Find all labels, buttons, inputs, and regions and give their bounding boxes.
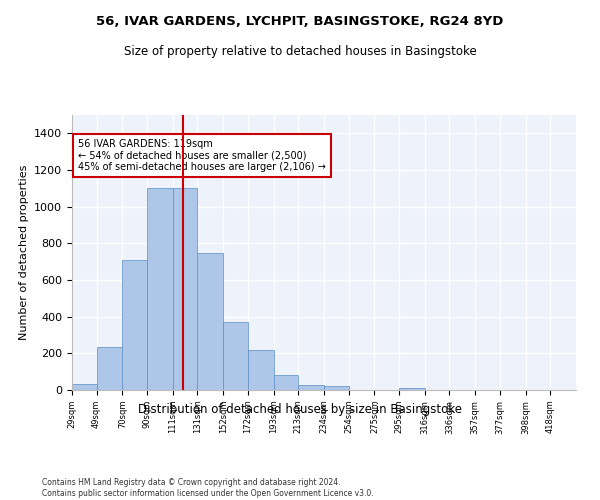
Text: Distribution of detached houses by size in Basingstoke: Distribution of detached houses by size … — [138, 402, 462, 415]
Bar — [274, 376, 298, 390]
Bar — [147, 188, 173, 390]
Bar — [173, 188, 197, 390]
Text: Size of property relative to detached houses in Basingstoke: Size of property relative to detached ho… — [124, 45, 476, 58]
Bar — [223, 322, 248, 390]
Bar — [122, 260, 147, 390]
Bar — [248, 350, 274, 390]
Bar — [97, 348, 122, 390]
Text: 56, IVAR GARDENS, LYCHPIT, BASINGSTOKE, RG24 8YD: 56, IVAR GARDENS, LYCHPIT, BASINGSTOKE, … — [97, 15, 503, 28]
Bar — [399, 388, 425, 390]
Text: Contains HM Land Registry data © Crown copyright and database right 2024.
Contai: Contains HM Land Registry data © Crown c… — [42, 478, 374, 498]
Text: 56 IVAR GARDENS: 119sqm
← 54% of detached houses are smaller (2,500)
45% of semi: 56 IVAR GARDENS: 119sqm ← 54% of detache… — [78, 139, 326, 172]
Bar — [72, 384, 97, 390]
Y-axis label: Number of detached properties: Number of detached properties — [19, 165, 29, 340]
Bar — [298, 384, 324, 390]
Bar — [324, 386, 349, 390]
Bar — [197, 254, 223, 390]
